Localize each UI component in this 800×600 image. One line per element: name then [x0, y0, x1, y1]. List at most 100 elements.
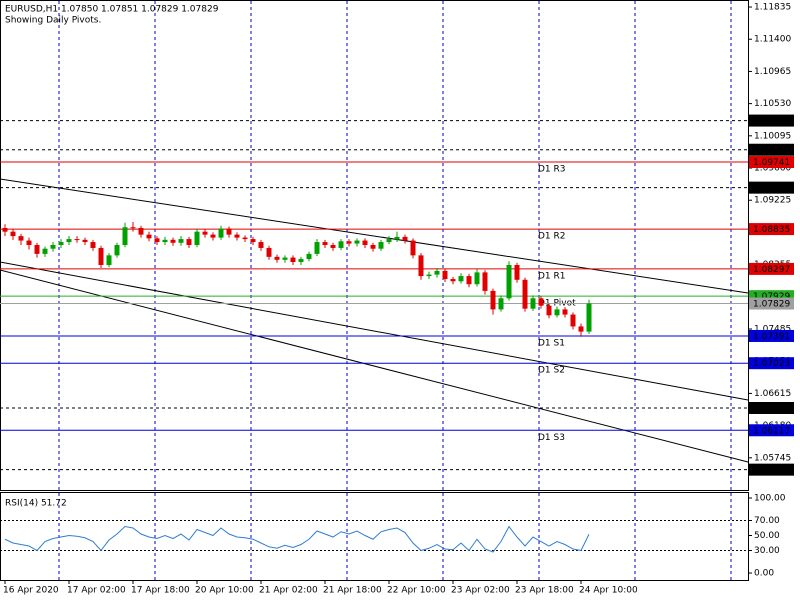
- y-tick-label: 1.10530: [754, 99, 791, 109]
- candle-body: [210, 234, 216, 238]
- level-name: D1 R3: [538, 165, 566, 175]
- level-price-box: [749, 114, 794, 127]
- candle-body: [362, 240, 368, 245]
- candle-body: [306, 253, 312, 260]
- candle-body: [538, 298, 544, 306]
- candle-body: [26, 240, 32, 245]
- candle-body: [466, 276, 472, 285]
- y-tick-label: 1.11400: [754, 35, 791, 45]
- x-tick-label: 21 Apr 02:00: [259, 586, 318, 596]
- candle-body: [474, 272, 480, 285]
- level-price-label: 1.06418: [753, 404, 790, 414]
- y-tick-label: 30.00: [754, 546, 780, 556]
- level-price-label: 1.09395: [753, 184, 790, 194]
- candle-body: [442, 270, 448, 280]
- candle-body: [402, 236, 408, 241]
- candle-body: [170, 239, 176, 243]
- level-price-label: 1.05585: [753, 466, 790, 476]
- rsi-line: [4, 525, 590, 553]
- candle-body: [322, 242, 328, 245]
- y-tick-label: 1.10095: [754, 131, 791, 141]
- candle-body: [298, 259, 304, 263]
- level-price-box: [749, 156, 794, 169]
- x-tick-label: 23 Apr 02:00: [451, 586, 510, 596]
- level-name: D1 S3: [538, 433, 565, 443]
- y-tick-label: 1.09225: [754, 196, 791, 206]
- candle-body: [50, 245, 56, 249]
- candle-body: [394, 236, 400, 240]
- candle-body: [386, 239, 392, 243]
- candle-body: [378, 242, 384, 249]
- candle-body: [250, 239, 256, 243]
- rsi-title: RSI(14) 51.72: [5, 499, 67, 509]
- level-price-label: 1.10301: [753, 117, 790, 127]
- candle-body: [186, 239, 192, 245]
- candle-body: [138, 227, 144, 235]
- candle-body: [154, 238, 160, 243]
- candle-body: [314, 242, 320, 254]
- candle-body: [354, 240, 360, 244]
- level-price-box: [749, 262, 794, 275]
- candle-body: [234, 234, 240, 238]
- y-tick-label: 50.00: [754, 531, 780, 541]
- candle-body: [178, 239, 184, 243]
- level-price-label: 1.07829: [753, 300, 790, 310]
- candle-body: [282, 257, 288, 260]
- candle-body: [82, 239, 88, 243]
- candle-body: [218, 228, 224, 238]
- candle-body: [514, 264, 520, 280]
- candle-body: [122, 227, 128, 245]
- chart-title: EURUSD,H1 1.07850 1.07851 1.07829 1.0782…: [5, 5, 219, 15]
- x-tick-label: 23 Apr 18:00: [515, 586, 574, 596]
- candle-body: [202, 231, 208, 235]
- level-price-label: 1.09907: [753, 146, 790, 156]
- candle-body: [562, 309, 568, 315]
- y-tick-label: 100.00: [754, 494, 786, 504]
- candle-body: [450, 279, 456, 282]
- candle-body: [498, 298, 504, 310]
- y-tick-label: 70.00: [754, 516, 780, 526]
- candle-body: [106, 255, 112, 265]
- level-price-box: [749, 181, 794, 194]
- candle-body: [266, 247, 272, 257]
- level-price-box: [749, 297, 794, 310]
- candle-body: [426, 274, 432, 277]
- level-price-label: 1.09741: [753, 158, 790, 168]
- chart-subtitle: Showing Daily Pivots.: [5, 16, 101, 26]
- level-price-label: 1.07391: [753, 332, 790, 342]
- level-price-box: [749, 329, 794, 342]
- level-name: D1 R1: [538, 271, 566, 281]
- level-price-label: 1.06117: [753, 426, 790, 436]
- x-tick-label: 20 Apr 10:00: [195, 586, 254, 596]
- candle-body: [90, 242, 96, 248]
- y-tick-label: 1.10965: [754, 67, 791, 77]
- candle-body: [586, 303, 592, 332]
- level-name: D1 R2: [538, 232, 566, 242]
- candle-body: [242, 237, 248, 240]
- candle-body: [66, 239, 72, 243]
- candle-body: [418, 255, 424, 277]
- level-price-box: [749, 401, 794, 414]
- y-tick-label: 1.05745: [754, 453, 791, 463]
- rsi-pane: [0, 492, 749, 581]
- candle-body: [506, 264, 512, 299]
- candle-body: [274, 256, 280, 260]
- candle-body: [74, 239, 80, 241]
- candle-body: [546, 305, 552, 316]
- candle-body: [410, 240, 416, 256]
- level-price-box: [749, 223, 794, 236]
- level-price-label: 1.08297: [753, 265, 790, 275]
- candle-body: [338, 241, 344, 248]
- candle-body: [2, 227, 8, 232]
- x-tick-label: 17 Apr 18:00: [131, 586, 190, 596]
- candle-body: [226, 228, 232, 235]
- candle-body: [130, 227, 136, 229]
- candle-body: [290, 257, 296, 263]
- candle-body: [98, 247, 104, 265]
- x-tick-label: 22 Apr 10:00: [387, 586, 446, 596]
- candle-body: [194, 231, 200, 245]
- candle-body: [162, 239, 168, 243]
- candle-body: [482, 272, 488, 291]
